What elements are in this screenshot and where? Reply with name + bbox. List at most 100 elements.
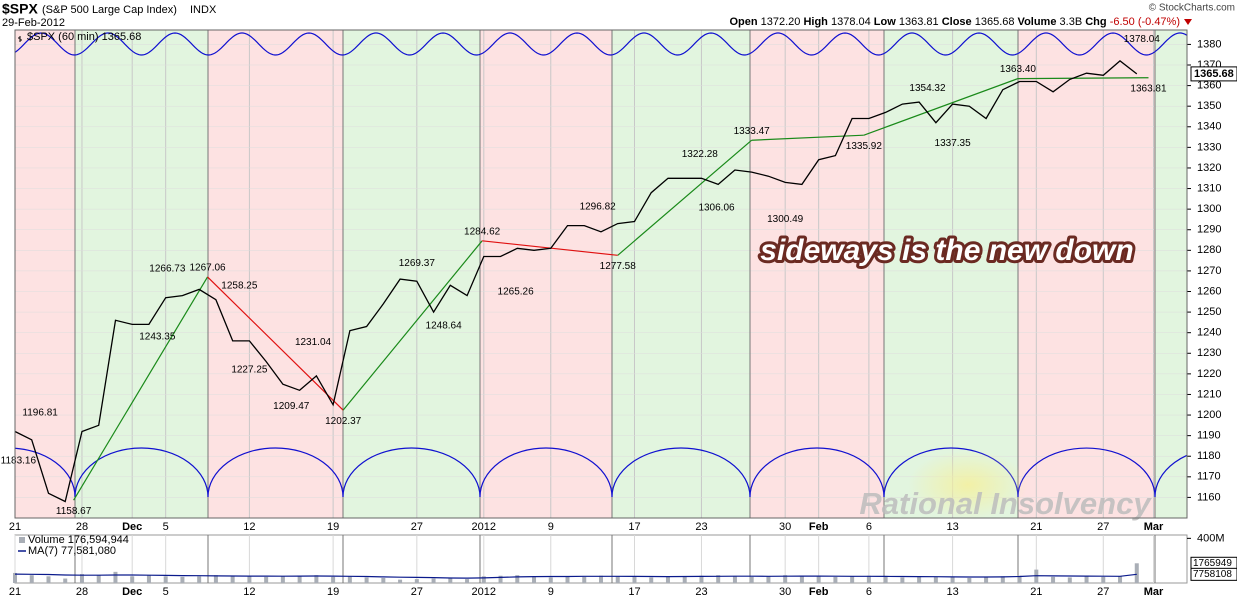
y-tick-label: 1250 [1197, 306, 1221, 318]
x-tick-label: 21 [9, 586, 21, 598]
quote-label: Low [874, 16, 896, 28]
legend-value: 1365.68 [102, 31, 142, 43]
volume-bar [398, 579, 403, 583]
volume-legend-swatch [19, 537, 25, 543]
watermark-glow [908, 450, 1028, 520]
volume-tag-label: 1765949 [1193, 558, 1232, 569]
cycle-band [612, 30, 750, 518]
volume-bar [414, 579, 419, 583]
x-tick-label: 23 [695, 521, 707, 533]
volume-bar [984, 576, 989, 583]
y-tick-label: 1200 [1197, 409, 1221, 421]
quote-value: 1365.68 [975, 16, 1015, 28]
volume-bar [431, 578, 436, 583]
x-tick-label: 9 [548, 521, 554, 533]
x-tick-label: 21 [9, 521, 21, 533]
cycle-wave [15, 32, 1187, 56]
quote-value: 1363.81 [899, 16, 939, 28]
volume-bar [247, 576, 252, 583]
quote-label: Volume [1018, 16, 1057, 28]
volume-bar [1084, 576, 1089, 583]
y-tick-label: 1240 [1197, 327, 1221, 339]
cycle-arc [15, 447, 76, 498]
x-tick-label: 13 [946, 521, 958, 533]
x-tick-label: 5 [163, 586, 169, 598]
x-tick-label: 6 [866, 521, 872, 533]
volume-bar [29, 575, 34, 583]
exchange: INDX [190, 4, 217, 16]
trend-line [73, 276, 209, 501]
volume-bar [498, 575, 503, 583]
pivot-label: 1300.49 [767, 214, 804, 225]
x-tick-label: 5 [163, 521, 169, 533]
y-tick-label: 1180 [1197, 450, 1221, 462]
y-tick-label: 1270 [1197, 265, 1221, 277]
pivot-label: 1337.35 [935, 138, 972, 149]
pivot-label: 1333.47 [734, 126, 771, 137]
volume-bar [130, 576, 135, 583]
x-tick-label: 17 [628, 586, 640, 598]
pivot-label: 1231.04 [295, 337, 332, 348]
cycle-band [1155, 30, 1187, 518]
volume-bar [46, 576, 51, 583]
price-line [14, 60, 1138, 503]
y-tick-label: 1320 [1197, 162, 1221, 174]
volume-bar [63, 578, 68, 583]
volume-bar [180, 576, 185, 583]
pivot-label: 1306.06 [698, 202, 735, 213]
x-tick-label: 2012 [472, 521, 496, 533]
volume-bar [1134, 563, 1139, 583]
volume-bar [297, 575, 302, 583]
symbol: $SPX [2, 1, 38, 17]
volume-bar [1118, 576, 1123, 583]
volume-bar [230, 575, 235, 583]
volume-bar [799, 575, 804, 583]
volume-bar [917, 576, 922, 583]
volume-bar [465, 579, 470, 583]
cycle-arc [1154, 454, 1187, 498]
y-tick-label: 1190 [1197, 430, 1221, 442]
quote-value: 1372.20 [761, 16, 801, 28]
annotation: sideways is the new down [760, 234, 1133, 267]
x-tick-label: 6 [866, 586, 872, 598]
y-tick-label: 1280 [1197, 244, 1221, 256]
down-arrow [1184, 19, 1192, 25]
volume-bar [749, 576, 754, 583]
volume-bar [79, 574, 84, 583]
volume-bar [615, 576, 620, 583]
pivot-label: 1277.58 [600, 261, 637, 272]
pivot-label: 1243.35 [139, 331, 176, 342]
x-tick-label: 27 [1097, 586, 1109, 598]
ma-tag-label: 7758108 [1193, 569, 1232, 580]
x-tick-label: 9 [548, 586, 554, 598]
plot-frame [14, 29, 1188, 519]
x-tick-label: 21 [1030, 586, 1042, 598]
trend-line [751, 134, 864, 141]
date: 29-Feb-2012 [2, 17, 65, 29]
volume-bar [146, 575, 151, 583]
volume-bar [866, 575, 871, 583]
cycle-band [15, 30, 75, 518]
volume-bar [163, 576, 168, 583]
volume-bar [699, 575, 704, 583]
cycle-arc [611, 447, 751, 498]
pivot-label: 1209.47 [273, 401, 310, 412]
y-tick-label: 1230 [1197, 347, 1221, 359]
volume-ma [14, 573, 1137, 579]
cycle-band [750, 30, 884, 518]
y-tick-label: 1380 [1197, 38, 1221, 50]
x-tick-label: Mar [1144, 586, 1164, 598]
volume-bar [716, 575, 721, 583]
x-tick-label: 27 [411, 586, 423, 598]
volume-bar [816, 576, 821, 583]
pivot-label: 1267.06 [189, 263, 226, 274]
quote-label: High [803, 16, 828, 28]
volume-bar [532, 576, 537, 583]
pivot-label: 1248.64 [426, 321, 463, 332]
pivot-label: 1183.16 [1, 455, 37, 466]
x-tick-label: 19 [327, 586, 339, 598]
quote-label: Close [942, 16, 972, 28]
cycle-band [208, 30, 343, 518]
volume-bar [481, 576, 486, 583]
